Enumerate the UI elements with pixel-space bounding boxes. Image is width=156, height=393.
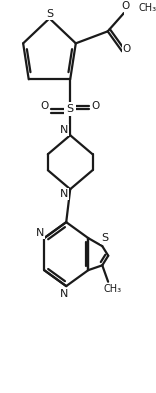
Text: O: O [41,101,49,111]
Text: CH₃: CH₃ [139,4,156,13]
Text: CH₃: CH₃ [103,284,121,294]
Text: S: S [46,9,53,19]
Text: O: O [92,101,100,111]
Text: O: O [121,1,129,11]
Text: O: O [123,44,131,54]
Text: N: N [60,125,68,135]
Text: N: N [36,228,44,238]
Text: N: N [60,289,68,299]
Text: S: S [67,104,74,114]
Text: N: N [60,189,68,199]
Text: S: S [101,233,108,243]
